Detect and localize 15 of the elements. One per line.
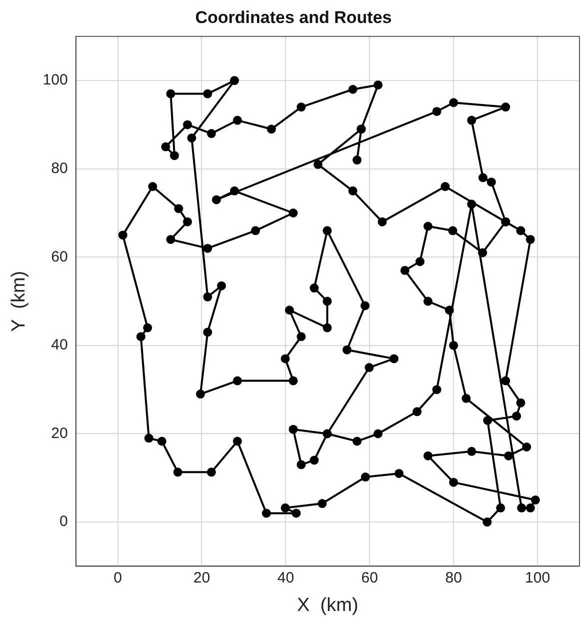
y-tick-label: 40 bbox=[51, 336, 68, 354]
chart-title: Coordinates and Routes bbox=[195, 8, 392, 27]
y-tick-label: 100 bbox=[42, 72, 68, 89]
x-tick-label: 100 bbox=[525, 569, 550, 586]
y-tick-label: 0 bbox=[59, 513, 68, 530]
x-axis-title: X (km) bbox=[297, 594, 358, 616]
y-tick-label: 80 bbox=[51, 160, 68, 177]
x-tick-label: 80 bbox=[445, 569, 462, 586]
x-tick-label: 0 bbox=[114, 569, 122, 586]
y-tick-label: 20 bbox=[51, 424, 68, 442]
y-tick-label: 60 bbox=[51, 248, 68, 266]
y-axis-title: Y (km) bbox=[8, 270, 30, 332]
x-tick-label: 60 bbox=[361, 569, 378, 586]
x-tick-label: 40 bbox=[277, 569, 294, 586]
x-tick-label: 20 bbox=[193, 569, 210, 586]
